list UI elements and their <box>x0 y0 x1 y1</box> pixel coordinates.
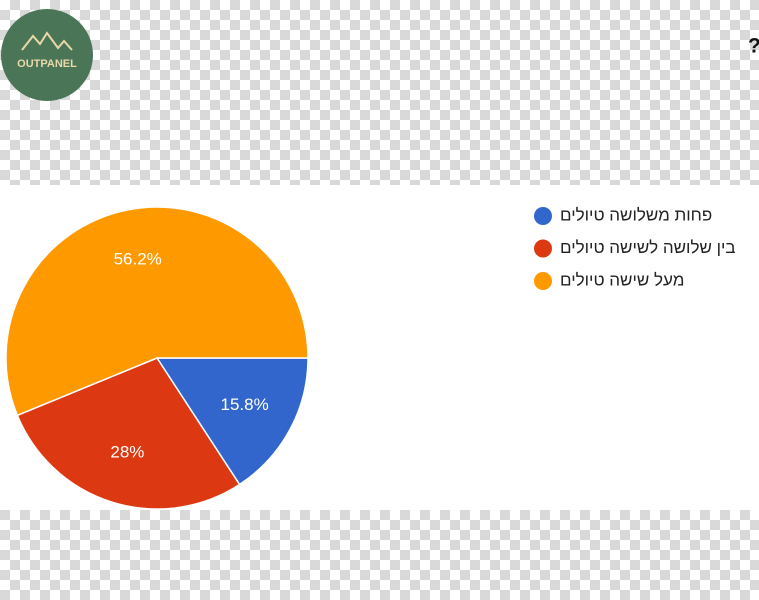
legend-label: פחות משלושה טיולים <box>560 205 712 224</box>
pie-slice <box>16 357 241 510</box>
legend-label: בין שלושה לשישה טיולים <box>560 238 736 257</box>
legend-marker <box>534 207 552 225</box>
logo-text: OUTPANEL <box>17 58 77 70</box>
data-label: 28% <box>110 443 144 462</box>
data-label: 56.2% <box>114 250 162 269</box>
pie-slice <box>5 206 309 417</box>
pie-slice <box>155 357 309 486</box>
legend-marker <box>534 272 552 290</box>
logo-mountains <box>21 31 73 51</box>
data-label: 15.8% <box>221 395 269 414</box>
legend-label: מעל שישה טיולים <box>560 270 684 289</box>
logo-badge <box>1 9 93 101</box>
legend-marker <box>534 239 552 258</box>
chart-title: לכמה טיולים את/ה יוצא בשנה? <box>748 35 759 58</box>
